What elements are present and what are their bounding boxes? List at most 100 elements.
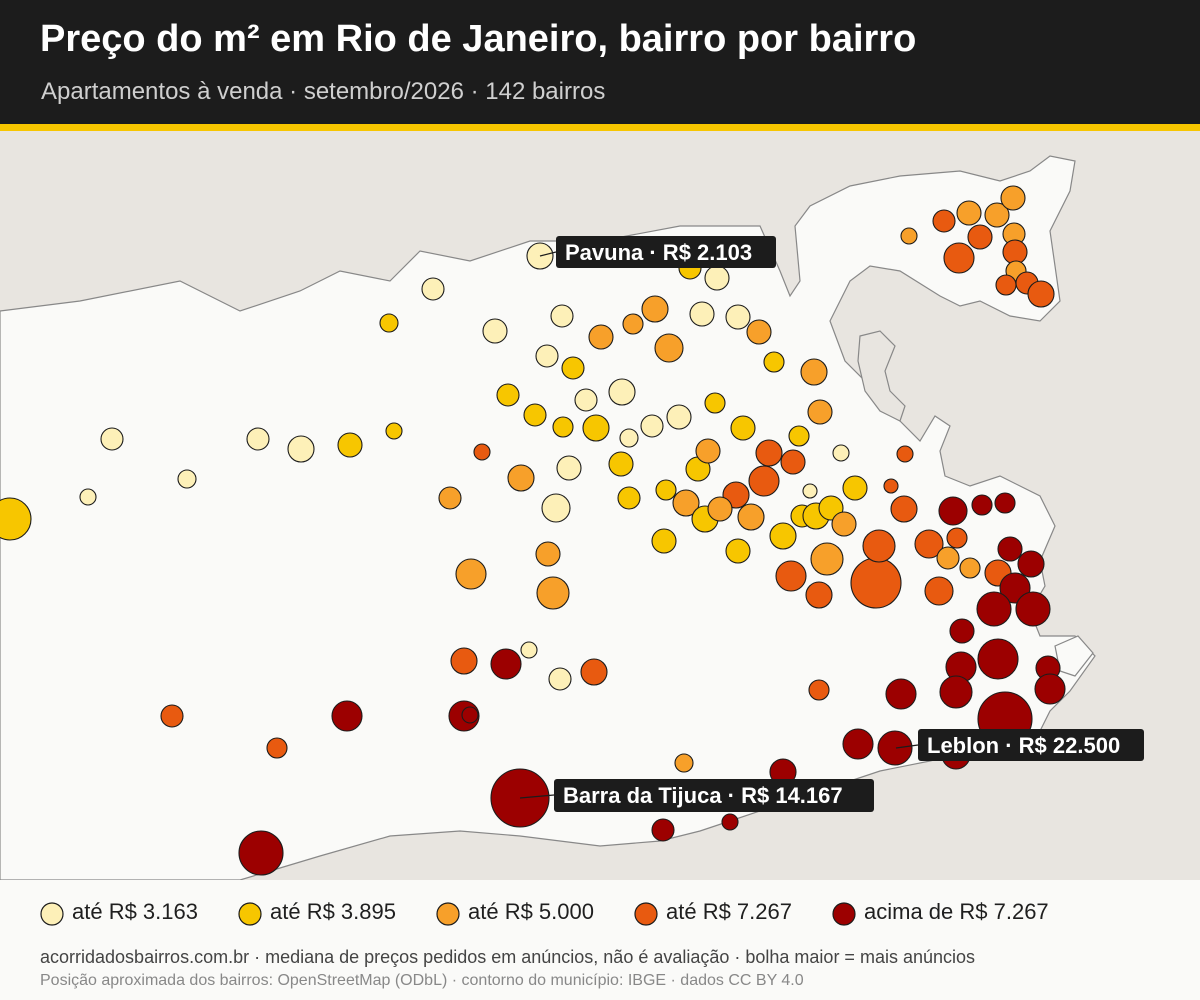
- neighborhood-bubble: [695, 438, 721, 464]
- map: Pavuna · R$ 2.103 Leblon · R$ 22.500 Bar…: [0, 131, 1200, 880]
- neighborhood-bubble: [561, 356, 585, 380]
- neighborhood-bubble: [641, 295, 669, 323]
- footer-attribution: Posição aproximada dos bairros: OpenStre…: [40, 972, 804, 989]
- neighborhood-bubble: [971, 494, 993, 516]
- neighborhood-bubble: [755, 439, 783, 467]
- neighborhood-bubble: [672, 489, 700, 517]
- pavuna-callout-box: [556, 236, 776, 268]
- neighborhood-bubble: [994, 492, 1016, 514]
- header: [0, 0, 1200, 124]
- neighborhood-bubble: [704, 392, 726, 414]
- neighborhood-bubble: [1027, 280, 1055, 308]
- legend-swatch-tier-1: [40, 902, 64, 926]
- neighborhood-bubble: [450, 647, 478, 675]
- neighborhood-bubble: [655, 479, 677, 501]
- neighborhood-bubble: [552, 416, 574, 438]
- neighborhood-bubble: [266, 737, 288, 759]
- neighborhood-bubble: [842, 475, 868, 501]
- leblon-leader-line: [895, 744, 919, 749]
- neighborhood-bubble: [775, 560, 807, 592]
- neighborhood-bubble: [535, 344, 559, 368]
- neighborhood-bubble: [651, 818, 675, 842]
- neighborhood-bubble: [862, 529, 896, 563]
- callout-layer: Pavuna · R$ 2.103 Leblon · R$ 22.500 Bar…: [519, 236, 1144, 812]
- page-subtitle: Apartamentos à venda · setembro/2026 · 1…: [41, 78, 606, 105]
- neighborhood-bubble: [490, 648, 522, 680]
- neighborhood-bubble: [802, 483, 818, 499]
- bubble-layer: [0, 185, 1066, 876]
- neighborhood-bubble: [79, 488, 97, 506]
- legend-swatch-tier-5: [832, 902, 856, 926]
- neighborhood-bubble: [608, 451, 634, 477]
- neighborhood-bubble: [461, 706, 479, 724]
- neighborhood-bubble: [455, 558, 487, 590]
- legend-label-tier-2: até R$ 3.895: [270, 899, 396, 924]
- neighborhood-bubble: [949, 618, 975, 644]
- neighborhood-bubble: [1015, 591, 1051, 627]
- neighborhood-bubble: [1000, 185, 1026, 211]
- neighborhood-bubble: [556, 455, 582, 481]
- neighborhood-bubble: [939, 675, 973, 709]
- neighborhood-bubble: [287, 435, 315, 463]
- neighborhood-bubble: [1002, 239, 1028, 265]
- neighborhood-bubble: [550, 304, 574, 328]
- neighborhood-bubble: [666, 404, 692, 430]
- neighborhood-bubble: [617, 486, 641, 510]
- neighborhood-bubble: [674, 753, 694, 773]
- neighborhood-bubble: [805, 581, 833, 609]
- legend-label-tier-3: até R$ 5.000: [468, 899, 594, 924]
- neighborhood-bubble: [890, 495, 918, 523]
- map-canvas: Pavuna · R$ 2.103 Leblon · R$ 22.500 Bar…: [0, 131, 1200, 880]
- neighborhood-bubble: [548, 667, 572, 691]
- neighborhood-bubble: [704, 265, 730, 291]
- leblon-callout: Leblon · R$ 22.500: [927, 733, 1120, 758]
- neighborhood-bubble: [896, 445, 914, 463]
- legend-swatch-tier-2: [238, 902, 262, 926]
- neighborhood-bubble: [967, 224, 993, 250]
- neighborhood-bubble: [924, 576, 954, 606]
- neighborhood-bubble: [877, 730, 913, 766]
- neighborhood-bubble: [946, 527, 968, 549]
- page-title: Preço do m² em Rio de Janeiro, bairro po…: [40, 18, 917, 60]
- neighborhood-bubble: [654, 333, 684, 363]
- neighborhood-bubble: [788, 425, 810, 447]
- neighborhood-bubble: [582, 414, 610, 442]
- neighborhood-bubble: [807, 399, 833, 425]
- neighborhood-bubble: [932, 209, 956, 233]
- neighborhood-bubble: [769, 522, 797, 550]
- neighborhood-bubble: [177, 469, 197, 489]
- neighborhood-bubble: [730, 415, 756, 441]
- pavuna-callout: Pavuna · R$ 2.103: [565, 240, 752, 265]
- neighborhood-bubble: [580, 658, 608, 686]
- neighborhood-bubble: [588, 324, 614, 350]
- neighborhood-bubble: [885, 678, 917, 710]
- neighborhood-bubble: [379, 313, 399, 333]
- neighborhood-bubble: [800, 358, 828, 386]
- neighborhood-bubble: [421, 277, 445, 301]
- neighborhood-bubble: [520, 641, 538, 659]
- neighborhood-bubble: [725, 538, 751, 564]
- neighborhood-bubble: [976, 591, 1012, 627]
- neighborhood-bubble: [482, 318, 508, 344]
- legend-label-tier-1: até R$ 3.163: [72, 899, 198, 924]
- barra-callout: Barra da Tijuca · R$ 14.167: [563, 783, 843, 808]
- legend-swatch-tier-4: [634, 902, 658, 926]
- neighborhood-bubble: [850, 557, 902, 609]
- neighborhood-bubble: [1034, 673, 1066, 705]
- header-accent-rule: [0, 124, 1200, 131]
- neighborhood-bubble: [574, 388, 598, 412]
- neighborhood-bubble: [997, 536, 1023, 562]
- neighborhood-bubble: [721, 813, 739, 831]
- footer-source: acorridadosbairros.com.br · mediana de p…: [40, 947, 976, 967]
- neighborhood-bubble: [914, 529, 944, 559]
- neighborhood-bubble: [100, 427, 124, 451]
- neighborhood-bubble: [780, 449, 806, 475]
- neighborhood-bubble: [622, 313, 644, 335]
- neighborhood-bubble: [536, 576, 570, 610]
- barra-leader-line: [519, 794, 555, 799]
- neighborhood-bubble: [651, 528, 677, 554]
- legend-swatch-tier-3: [436, 902, 460, 926]
- neighborhood-bubble: [883, 478, 899, 494]
- neighborhood-bubble: [763, 351, 785, 373]
- neighborhood-bubble: [956, 200, 982, 226]
